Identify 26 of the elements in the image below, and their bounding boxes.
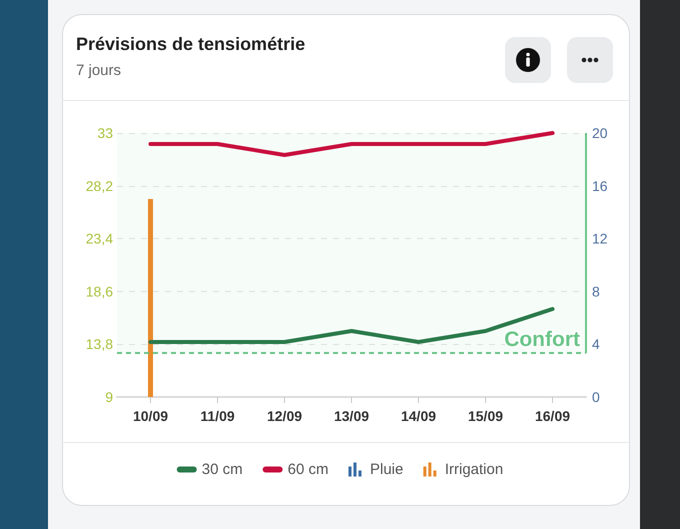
legend-label: Pluie (370, 461, 404, 478)
y-tick-label: 18,6 (86, 283, 114, 300)
x-tick-label: 12/09 (266, 408, 302, 424)
chart-title: Prévisions de tensiométrie (76, 34, 306, 55)
y-tick-label: 9 (105, 389, 114, 405)
legend-label: Irrigation (444, 461, 504, 478)
ref-line-label: Confort (504, 328, 580, 351)
y-tick-label: 23,4 (86, 230, 114, 247)
x-tick-label: 16/09 (534, 408, 570, 424)
x-tick-label: 15/09 (468, 408, 504, 424)
x-tick-label: 10/09 (132, 408, 168, 424)
y2-tick-label: 4 (592, 336, 600, 352)
y2-tick-label: 12 (592, 230, 608, 247)
legend-label: 60 cm (288, 461, 328, 478)
legend-label: 30 cm (202, 461, 243, 478)
y2-tick-label: 16 (592, 178, 608, 194)
y2-tick-label: 20 (592, 125, 608, 141)
y-tick-label: 33 (97, 125, 114, 141)
x-tick-label: 11/09 (200, 408, 235, 424)
y2-tick-label: 8 (592, 283, 600, 300)
x-tick-label: 13/09 (334, 408, 370, 424)
y2-tick-label: 0 (592, 389, 600, 405)
chart-subtitle: 7 jours (76, 62, 122, 79)
y-tick-label: 13,8 (86, 336, 114, 352)
y-tick-label: 28,2 (86, 178, 114, 194)
x-tick-label: 14/09 (400, 408, 436, 424)
